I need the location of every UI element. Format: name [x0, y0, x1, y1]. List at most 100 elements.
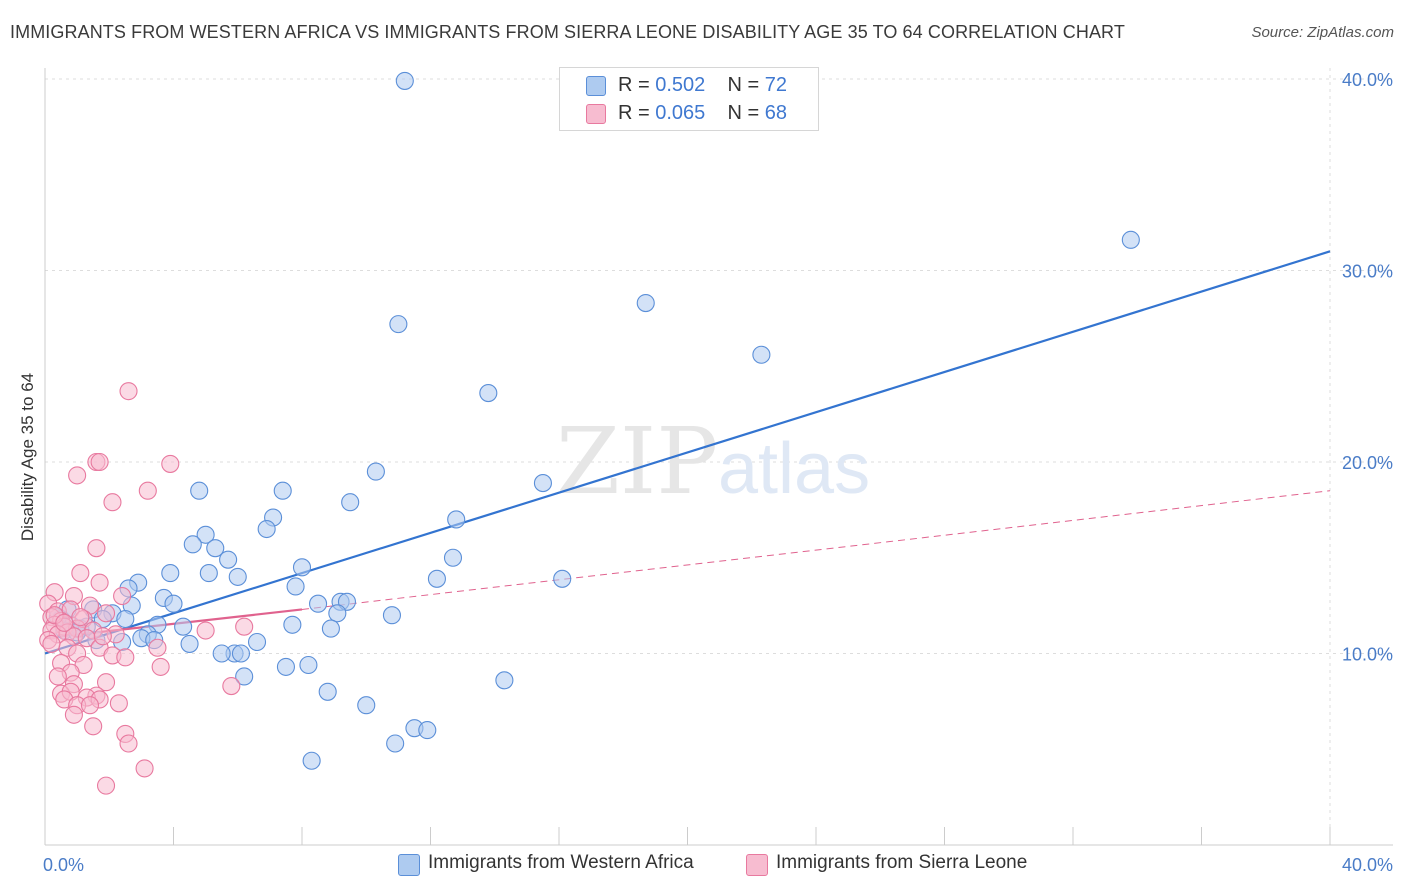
point-sierra-leone [135, 759, 154, 778]
point-sierra-leone [119, 382, 138, 401]
legend-swatch-blue [586, 76, 606, 96]
point-western-africa [206, 539, 225, 558]
point-western-africa [190, 481, 209, 500]
point-western-africa [418, 721, 437, 740]
legend-n-value: 72 [764, 74, 788, 96]
point-western-africa [357, 696, 376, 715]
point-western-africa [231, 644, 251, 663]
watermark-atlas: atlas [718, 429, 870, 509]
point-western-africa [283, 615, 302, 634]
chart-source: Source: ZipAtlas.com [1251, 24, 1394, 41]
bottom-legend-label: Immigrants from Western Africa [428, 852, 694, 873]
point-sierra-leone [113, 586, 132, 606]
point-western-africa [292, 558, 312, 577]
point-western-africa [273, 481, 292, 500]
point-sierra-leone [138, 481, 157, 500]
point-sierra-leone [96, 604, 116, 623]
bottom-legend-swatch-blue [398, 854, 420, 876]
point-western-africa [247, 632, 267, 652]
y-tick-label: 40.0% [1342, 70, 1393, 90]
legend-r-value: 0.502 [655, 74, 706, 96]
y-tick-label: 10.0% [1342, 645, 1393, 665]
trendline-sierra-leone-extension [301, 490, 1331, 610]
data-points [39, 71, 1140, 795]
point-sierra-leone [119, 734, 138, 753]
point-sierra-leone [80, 696, 100, 715]
x-tick-label: 40.0% [1342, 855, 1393, 875]
trendline-western-africa [44, 250, 1331, 655]
point-western-africa [328, 604, 347, 623]
point-sierra-leone [71, 608, 90, 627]
point-western-africa [395, 71, 414, 90]
point-western-africa [309, 594, 328, 613]
point-western-africa [116, 609, 135, 629]
point-western-africa [299, 655, 318, 675]
point-western-africa [479, 384, 498, 403]
point-sierra-leone [222, 677, 241, 696]
correlation-legend: R = 0.502 N = 72 R = 0.065 N = 68 [559, 67, 819, 131]
point-western-africa [235, 667, 254, 686]
y-tick-label: 20.0% [1342, 453, 1393, 473]
point-sierra-leone [90, 573, 109, 592]
point-sierra-leone [96, 673, 116, 692]
legend-n-label: N = [727, 74, 760, 96]
y-tick-label: 30.0% [1342, 262, 1393, 282]
point-western-africa [553, 569, 572, 588]
point-western-africa [228, 567, 247, 586]
y-axis-label: Disability Age 35 to 64 [18, 373, 37, 541]
point-sierra-leone [90, 452, 109, 472]
point-sierra-leone [71, 564, 90, 583]
point-western-africa [219, 550, 238, 569]
point-western-africa [180, 634, 199, 653]
point-sierra-leone [196, 621, 215, 640]
bottom-legend-label: Immigrants from Sierra Leone [776, 852, 1028, 873]
point-western-africa [276, 657, 295, 676]
watermark: ZIP atlas [556, 408, 870, 515]
point-western-africa [533, 474, 552, 493]
point-western-africa [199, 564, 218, 583]
point-western-africa [174, 617, 193, 636]
point-sierra-leone [84, 717, 103, 736]
point-sierra-leone [96, 776, 116, 795]
point-western-africa [386, 734, 405, 753]
point-sierra-leone [235, 617, 254, 636]
point-sierra-leone [161, 454, 180, 473]
x-tick-label: 0.0% [43, 855, 84, 875]
watermark-zip: ZIP [556, 408, 718, 515]
point-western-africa [366, 462, 385, 481]
point-western-africa [427, 569, 446, 588]
point-sierra-leone [151, 657, 170, 676]
point-western-africa [164, 594, 183, 613]
legend-r-label: R = [618, 74, 650, 96]
point-western-africa [341, 493, 360, 512]
chart-title: IMMIGRANTS FROM WESTERN AFRICA VS IMMIGR… [10, 22, 1125, 42]
point-western-africa [495, 671, 514, 690]
point-western-africa [161, 564, 180, 583]
point-sierra-leone [148, 638, 167, 657]
legend-swatch-pink [586, 104, 606, 124]
legend-r-label: R = [618, 102, 650, 124]
point-western-africa [183, 535, 202, 554]
point-western-africa [636, 294, 655, 313]
point-sierra-leone [68, 466, 87, 485]
point-western-africa [321, 619, 340, 638]
point-sierra-leone [116, 648, 135, 667]
point-sierra-leone [42, 634, 61, 653]
point-sierra-leone [48, 667, 67, 686]
point-western-africa [752, 345, 771, 364]
point-western-africa [1121, 230, 1140, 249]
point-western-africa [447, 510, 466, 529]
point-western-africa [286, 577, 305, 596]
point-sierra-leone [103, 493, 122, 512]
point-sierra-leone [64, 705, 83, 724]
legend-n-label: N = [727, 102, 760, 124]
legend-n-value: 68 [764, 102, 788, 124]
point-western-africa [382, 606, 402, 625]
point-western-africa [302, 751, 321, 770]
point-sierra-leone [55, 613, 74, 632]
point-western-africa [443, 548, 463, 567]
point-sierra-leone [93, 627, 112, 646]
axes [44, 68, 1393, 846]
point-sierra-leone [109, 694, 128, 713]
